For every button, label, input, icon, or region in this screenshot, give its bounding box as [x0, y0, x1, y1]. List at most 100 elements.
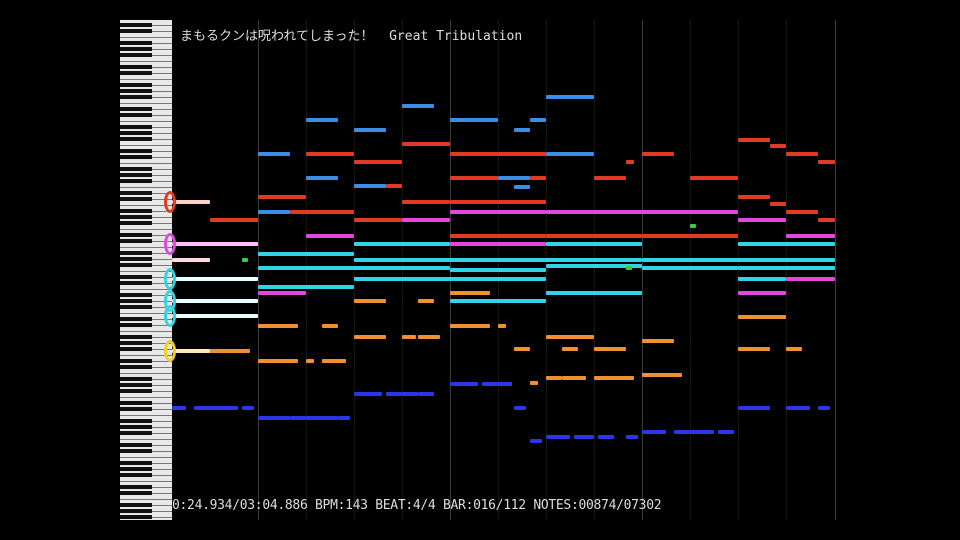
note-bar [354, 242, 450, 246]
status-bar: 0:24.934/03:04.886 BPM:143 BEAT:4/4 BAR:… [172, 498, 662, 513]
note-bar [546, 242, 642, 246]
notes-readout: NOTES:00874/07302 [533, 498, 662, 513]
note-bar [546, 210, 738, 214]
note-bar [322, 324, 338, 328]
song-title: まもるクンは呪われてしまった！ Great Tribulation [180, 25, 522, 44]
note-bar [642, 258, 835, 262]
note-bar [594, 376, 634, 380]
active-note-ring [164, 191, 176, 213]
note-bar [402, 104, 434, 108]
note-bar [738, 277, 786, 281]
note-bar [498, 176, 530, 180]
note-bar [546, 291, 642, 295]
beat-line [786, 20, 787, 520]
note-bar [306, 176, 338, 180]
note-bar [172, 349, 210, 353]
beat-line [594, 20, 595, 520]
note-bar [354, 128, 386, 132]
note-bar [642, 266, 738, 270]
note-bar [626, 266, 632, 270]
note-bar [514, 185, 530, 189]
note-bar [450, 268, 546, 272]
note-bar [738, 138, 770, 142]
note-bar [402, 218, 450, 222]
note-bar [690, 430, 714, 434]
note-bar [180, 349, 250, 353]
note-bar [770, 144, 786, 148]
note-bar [642, 373, 682, 377]
note-bar [594, 176, 626, 180]
note-bar [514, 347, 530, 351]
note-bar [258, 252, 354, 256]
note-bar [530, 176, 546, 180]
note-bar [258, 285, 354, 289]
note-bar [642, 234, 738, 238]
note-bar [738, 266, 835, 270]
note-bar [562, 347, 578, 351]
note-bar [450, 152, 546, 156]
bar-line [835, 20, 836, 520]
note-bar [530, 381, 538, 385]
note-bar [770, 202, 786, 206]
note-bar [322, 359, 346, 363]
active-note-ring [164, 340, 176, 362]
note-bar [306, 234, 354, 238]
note-bar [450, 234, 546, 238]
note-bar [546, 376, 562, 380]
note-bar [450, 291, 490, 295]
note-bar [172, 200, 210, 204]
note-bar [530, 439, 542, 443]
note-bar [642, 430, 666, 434]
note-bar [306, 416, 338, 420]
note-bar [258, 266, 450, 270]
note-bar [172, 242, 258, 246]
note-bar [290, 210, 354, 214]
note-bar [574, 435, 594, 439]
note-bar [354, 160, 402, 164]
note-bar [258, 416, 290, 420]
note-bar [546, 264, 642, 268]
note-bar [402, 335, 416, 339]
time-readout: 0:24.934/03:04.886 [172, 498, 308, 513]
note-bar [210, 218, 258, 222]
note-bar [418, 335, 440, 339]
note-bar [194, 406, 238, 410]
note-bar [306, 152, 354, 156]
note-bar [674, 430, 690, 434]
bar-readout: BAR:016/112 [442, 498, 526, 513]
note-bar [258, 152, 290, 156]
note-bar [354, 218, 402, 222]
note-bar [786, 210, 818, 214]
note-bar [338, 416, 350, 420]
note-bar [402, 200, 450, 204]
note-bar [738, 242, 835, 246]
note-bar [626, 160, 634, 164]
note-bar [172, 314, 258, 318]
note-bar [354, 184, 386, 188]
song-name: まもるクンは呪われてしまった！ [180, 29, 374, 44]
note-bar [290, 416, 306, 420]
note-bar [738, 291, 786, 295]
beat-line [690, 20, 691, 520]
active-note-ring [164, 233, 176, 255]
beat-line [402, 20, 403, 520]
note-bar [546, 95, 594, 99]
note-bar [172, 277, 258, 281]
note-bar [530, 118, 546, 122]
note-bar [172, 258, 210, 262]
note-bar [546, 234, 642, 238]
note-bar [354, 258, 642, 262]
beat-line [738, 20, 739, 520]
note-bar [546, 435, 570, 439]
note-bar [402, 142, 450, 146]
note-bar [738, 195, 770, 199]
note-bar [450, 118, 498, 122]
note-bar [642, 339, 674, 343]
active-note-ring [164, 305, 176, 327]
note-bar [450, 176, 498, 180]
piano-black-keys [120, 20, 152, 520]
beat-line [546, 20, 547, 520]
note-bar [450, 324, 490, 328]
note-bar [786, 347, 802, 351]
beat-readout: BEAT:4/4 [375, 498, 436, 513]
